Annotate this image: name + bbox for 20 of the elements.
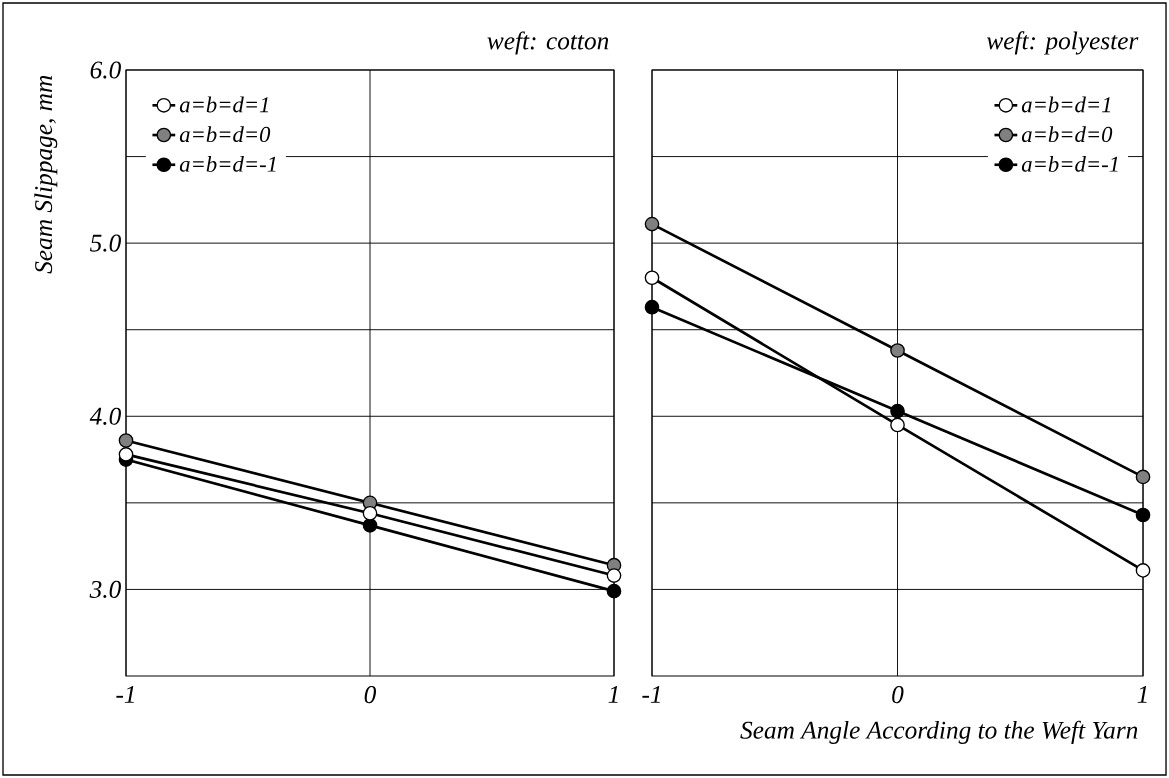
chart-title: weft: cotton [487, 31, 609, 55]
x-tick-label: -1 [116, 686, 134, 703]
y-tick-label: 4.0 [89, 407, 121, 425]
x-tick-label: 0 [364, 686, 377, 704]
legend-label: a=b=d=1 [179, 96, 269, 113]
x-tick-label: 0 [892, 686, 904, 704]
x-axis-title: Seam Angle According to the Weft Yarn [740, 720, 1138, 744]
legend-label: a=b=d=1 [1021, 96, 1111, 113]
chart-title: weft: polyester [986, 31, 1139, 55]
x-tick-label: 1 [1137, 686, 1147, 703]
legend-label: a=b=d=-1 [1021, 155, 1118, 172]
legend-label: a=b=d=0 [179, 126, 271, 143]
y-tick-label: 5.0 [90, 234, 121, 252]
x-tick-label: 1 [608, 686, 618, 703]
legend-label: a=b=d=0 [1021, 126, 1113, 143]
x-tick-label: -1 [642, 686, 660, 703]
legend-label: a=b=d=-1 [179, 155, 276, 172]
y-tick-label: 3.0 [89, 580, 121, 599]
y-axis-title: Seam Slippage, mm [34, 75, 58, 274]
y-tick-label: 6.0 [90, 61, 121, 79]
